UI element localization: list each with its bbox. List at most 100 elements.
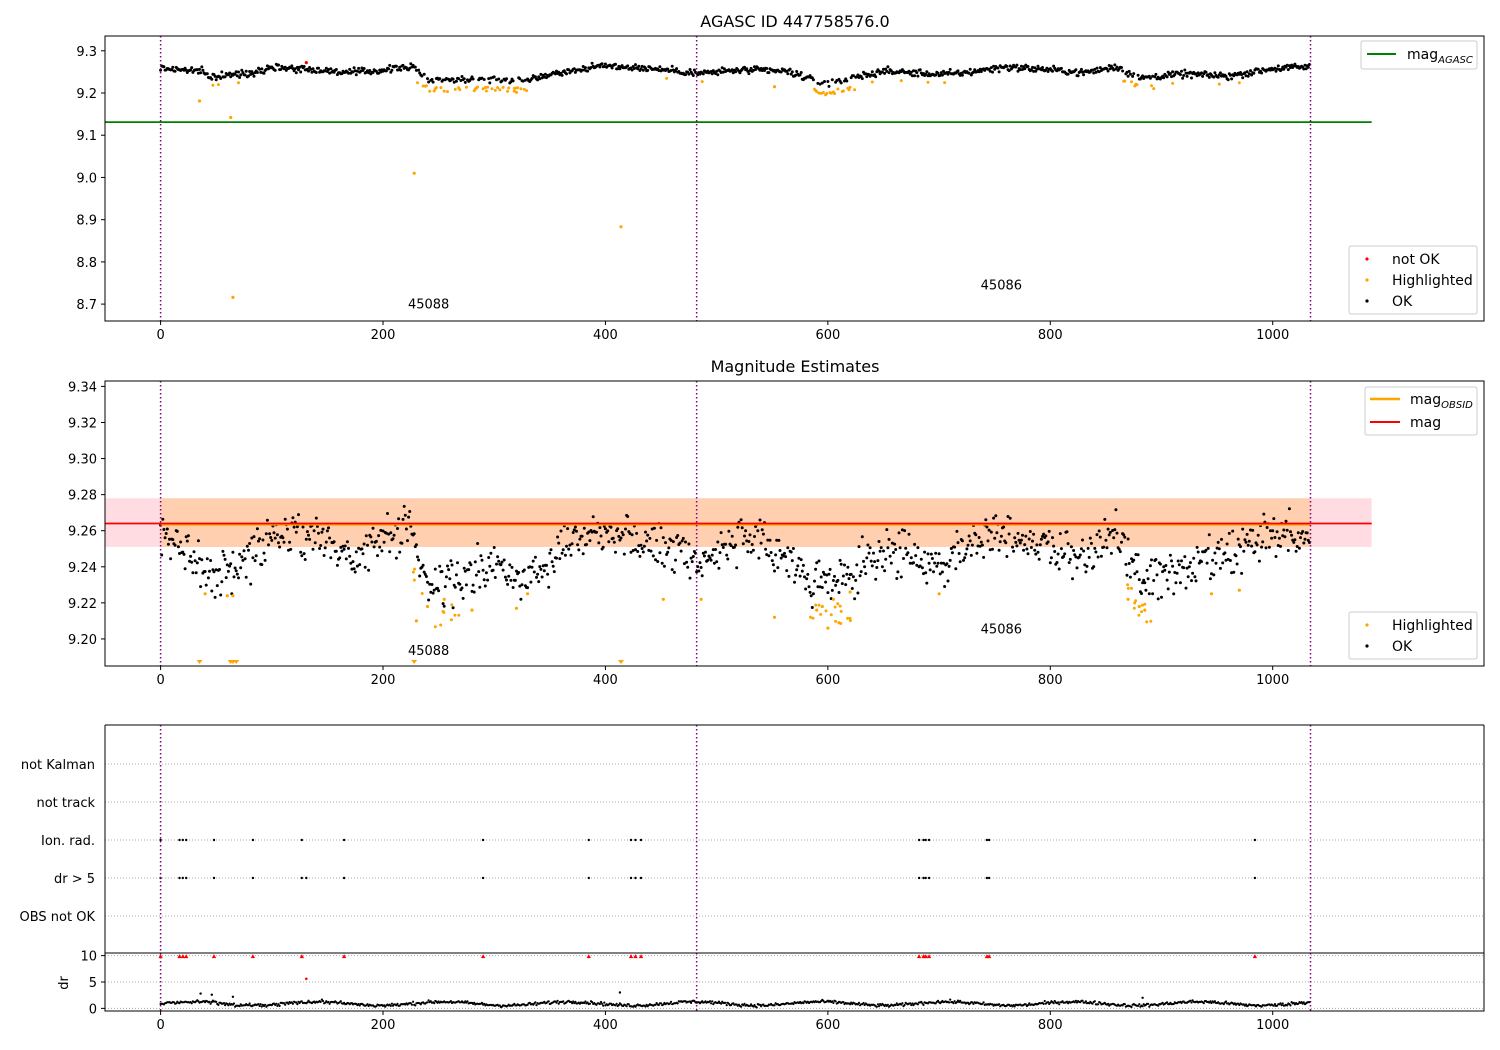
ok-point	[546, 572, 550, 576]
ok-point	[318, 547, 322, 550]
ok-point	[403, 513, 407, 517]
dr-point	[178, 1002, 181, 1005]
ok-point	[936, 71, 940, 75]
highlighted-point	[203, 592, 207, 596]
ok-point	[721, 70, 725, 74]
ok-point	[930, 557, 934, 560]
ok-point	[773, 569, 776, 573]
ok-point	[328, 536, 332, 540]
ok-point	[1304, 67, 1308, 71]
ok-point	[195, 68, 199, 72]
ok-point	[925, 581, 929, 585]
dr-point	[1238, 1003, 1241, 1007]
ok-point	[610, 66, 614, 70]
ok-point	[479, 554, 483, 558]
ok-point	[870, 564, 874, 568]
ok-point	[243, 73, 247, 77]
dr-red-point	[305, 977, 308, 981]
ok-point	[970, 543, 974, 547]
ok-point	[438, 564, 442, 568]
highlighted-point	[441, 610, 445, 613]
dr-point	[1279, 1002, 1282, 1005]
ok-point	[597, 541, 601, 545]
highlighted-point	[1132, 606, 1136, 610]
ok-point	[376, 554, 379, 558]
y-tick-label: 9.34	[68, 380, 97, 395]
dr-point	[1224, 1000, 1228, 1003]
ok-point	[378, 545, 382, 549]
ok-point	[923, 550, 927, 554]
ok-point	[666, 67, 670, 71]
ok-point	[1282, 528, 1286, 532]
highlighted-point	[848, 85, 852, 89]
dr-point	[1166, 1001, 1169, 1004]
ok-point	[684, 540, 687, 544]
ok-point	[505, 77, 508, 81]
ok-point	[676, 534, 680, 537]
highlighted-point	[1143, 602, 1147, 606]
ok-point	[277, 63, 280, 67]
ok-point	[789, 550, 793, 554]
ok-point	[583, 66, 587, 70]
x-tick-label: 400	[593, 328, 618, 343]
dr-point	[1190, 1001, 1193, 1004]
ok-point	[1271, 529, 1275, 533]
ok-point	[750, 543, 754, 546]
ok-point	[1190, 579, 1193, 583]
ok-point	[642, 544, 646, 548]
ok-point	[691, 555, 695, 558]
ok-point	[307, 69, 310, 73]
ok-point	[603, 62, 607, 66]
ok-point	[938, 73, 942, 77]
ok-point	[882, 549, 885, 553]
ok-point	[880, 70, 884, 74]
ok-point	[1124, 562, 1128, 566]
ok-point	[481, 568, 485, 572]
dr-outlier	[210, 993, 213, 996]
dr-point	[755, 1006, 758, 1009]
ok-point	[555, 69, 558, 73]
dr-capped-marker	[180, 954, 186, 959]
ok-point	[587, 530, 591, 534]
ok-point	[430, 78, 434, 81]
highlighted-point	[516, 86, 520, 90]
highlighted-point	[1145, 620, 1149, 624]
ok-point	[880, 565, 884, 569]
ok-point	[461, 596, 465, 600]
x-tick-label: 400	[593, 673, 618, 688]
highlighted-point	[484, 89, 488, 93]
highlighted-point	[825, 92, 829, 95]
ok-point	[639, 67, 643, 71]
dr-point	[911, 1002, 914, 1005]
ok-point	[1029, 68, 1033, 72]
ok-point	[725, 553, 729, 557]
dr-point	[287, 1002, 290, 1006]
highlighted-point	[434, 86, 438, 90]
ok-point	[179, 540, 183, 544]
ok-point	[1252, 71, 1256, 75]
ok-point	[993, 536, 997, 540]
ok-point	[1155, 573, 1159, 577]
dr-point	[857, 1001, 861, 1005]
ok-point	[228, 564, 232, 568]
ok-point	[746, 550, 750, 554]
ok-point	[568, 543, 572, 547]
ok-point	[262, 551, 266, 555]
ok-point	[1224, 74, 1228, 78]
dr-point	[466, 1000, 469, 1003]
ok-point	[909, 70, 913, 74]
ok-point	[736, 525, 740, 529]
ok-point	[985, 525, 989, 529]
ok-point	[1269, 529, 1272, 533]
dr-point	[1222, 1003, 1225, 1006]
ok-point	[519, 597, 523, 601]
dr-point	[708, 1000, 712, 1003]
dr-point	[720, 1002, 723, 1005]
ok-point	[681, 536, 685, 540]
ok-point	[635, 531, 639, 535]
ok-point	[181, 550, 185, 554]
ok-point	[398, 550, 402, 554]
ok-point	[913, 542, 917, 546]
